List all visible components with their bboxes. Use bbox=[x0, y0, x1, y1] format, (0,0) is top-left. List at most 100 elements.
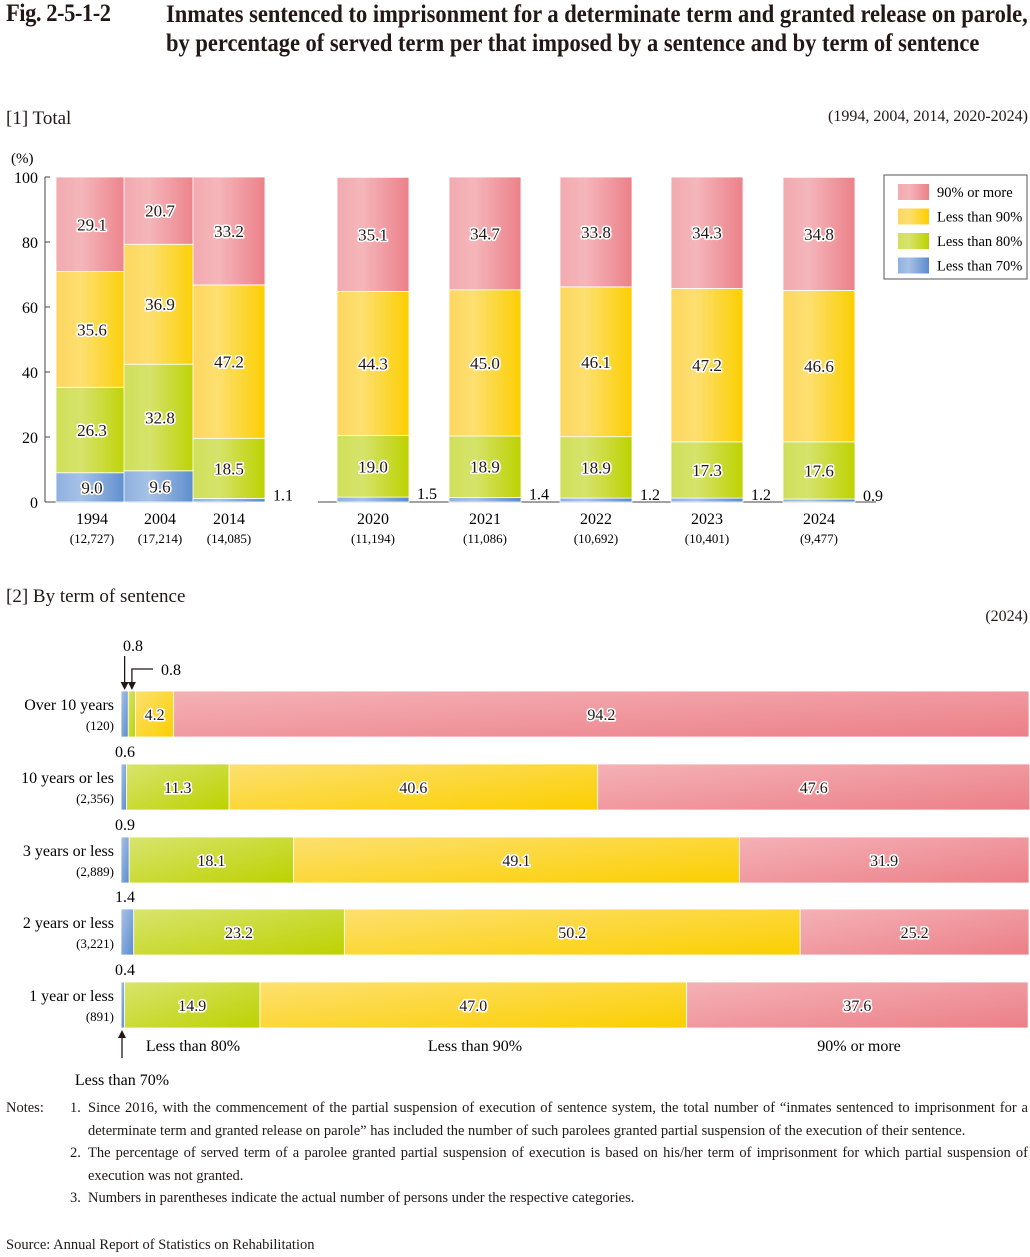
data-label-halo: 50.2 bbox=[558, 925, 586, 942]
x-tick-label: 2014 bbox=[213, 511, 245, 528]
notes: Notes: 1. Since 2016, with the commencem… bbox=[6, 1097, 1028, 1210]
data-label: 25.2 bbox=[901, 925, 929, 942]
bar-segment-2014-blue bbox=[192, 498, 266, 503]
bar-segment-2004-green bbox=[123, 363, 197, 472]
data-label: 9.0 bbox=[81, 478, 102, 497]
data-label-halo: 40.6 bbox=[399, 780, 427, 797]
data-label-halo: 32.8 bbox=[145, 409, 175, 428]
data-label: 31.9 bbox=[870, 853, 898, 870]
bar-segment-2023-blue bbox=[670, 497, 744, 503]
bar-segment-2022-yellow bbox=[559, 286, 633, 438]
data-label: 18.9 bbox=[581, 458, 611, 477]
category-count: (891) bbox=[86, 1009, 114, 1024]
data-label: 4.2 bbox=[145, 707, 165, 724]
bar-segment-2021-green bbox=[448, 435, 522, 498]
data-labels: 4.24.2 94.294.20.611.311.3 40.640.6 47.647.… bbox=[115, 705, 930, 1016]
data-label: 29.1 bbox=[77, 215, 107, 234]
data-label-halo: 49.1 bbox=[502, 853, 530, 870]
data-label-halo: 17.3 bbox=[692, 461, 722, 480]
x-tick-label: 2021 bbox=[469, 511, 501, 528]
bar-segment-2022-blue bbox=[559, 497, 633, 503]
bar-segment-2020-yellow bbox=[336, 290, 410, 436]
data-label-halo: 9.6 bbox=[149, 477, 170, 496]
data-label: 44.3 bbox=[358, 354, 388, 373]
bar-segment-green bbox=[128, 836, 294, 884]
data-label: 36.9 bbox=[145, 295, 175, 314]
data-label-halo: 47.0 bbox=[459, 998, 487, 1015]
data-label-halo: 18.9 bbox=[470, 458, 500, 477]
x-count-label: (11,086) bbox=[463, 531, 507, 546]
bar-segment-pink bbox=[173, 690, 1030, 738]
category-label: 3 years or less bbox=[23, 843, 114, 860]
data-label: 0.9 bbox=[863, 488, 883, 505]
bar-segment-2023-pink bbox=[670, 176, 744, 289]
bar-segment-2021-pink bbox=[448, 176, 522, 291]
bar-segment-green bbox=[126, 763, 230, 811]
bar-segment-2024-blue bbox=[782, 498, 856, 503]
data-label: 50.2 bbox=[558, 925, 586, 942]
callout-label-less-than-70: 0.8 bbox=[123, 638, 143, 655]
data-label: 0.6 bbox=[115, 744, 135, 761]
bar-segment-2004-yellow bbox=[123, 243, 197, 365]
y-tick-label: 20 bbox=[22, 430, 38, 447]
y-tick-label: 60 bbox=[22, 300, 38, 317]
data-label-halo: 46.1 bbox=[581, 353, 611, 372]
notes-lead: Notes: bbox=[6, 1100, 44, 1116]
data-label: 0.9 bbox=[115, 817, 135, 834]
bar-segment-2014-yellow bbox=[192, 284, 266, 439]
bar-segment-2023-green bbox=[670, 441, 744, 499]
bar-segment-2014-pink bbox=[192, 176, 266, 286]
data-label: 1.2 bbox=[751, 487, 771, 504]
y-tick-label: 100 bbox=[14, 170, 38, 187]
bar-segment-1994-pink bbox=[55, 176, 129, 272]
data-label-halo: 19.0 bbox=[358, 457, 388, 476]
note-number: 1. bbox=[70, 1100, 81, 1116]
bar-segment-2024-green bbox=[782, 441, 856, 500]
data-label: 34.7 bbox=[470, 224, 500, 243]
data-label-halo: 14.9 bbox=[178, 998, 206, 1015]
figure-title: Inmates sentenced to imprisonment for a … bbox=[166, 1, 1028, 57]
data-label-halo: 37.6 bbox=[843, 998, 871, 1015]
bar-segment-pink bbox=[799, 908, 1030, 956]
data-label-halo: 47.6 bbox=[800, 780, 828, 797]
legend-label: Less than 80% bbox=[937, 234, 1022, 250]
bar-segment-blue bbox=[120, 763, 127, 811]
data-label-halo: 33.8 bbox=[581, 223, 611, 242]
y-axis-unit: (%) bbox=[11, 151, 34, 167]
data-label: 94.2 bbox=[587, 707, 615, 724]
note-text: Since 2016, with the commencement of the… bbox=[88, 1100, 1028, 1139]
bar-segment-yellow bbox=[293, 836, 740, 884]
data-label: 40.6 bbox=[399, 780, 427, 797]
bar-segment-1994-green bbox=[55, 386, 129, 474]
data-label-halo: 44.3 bbox=[358, 354, 388, 373]
data-label: 33.8 bbox=[581, 223, 611, 242]
bars bbox=[120, 690, 1030, 1029]
section-1-title: [1] Total bbox=[6, 108, 72, 129]
x-count-label: (12,727) bbox=[70, 531, 114, 546]
data-label: 26.3 bbox=[77, 421, 107, 440]
bar-segment-yellow bbox=[259, 981, 688, 1029]
data-label-halo: 29.1 bbox=[77, 215, 107, 234]
data-label-halo: 33.2 bbox=[214, 222, 244, 241]
legend-swatch-blue bbox=[898, 257, 929, 274]
data-label: 47.2 bbox=[692, 356, 722, 375]
legend-label: Less than 90% bbox=[937, 210, 1022, 226]
x-count-label: (9,477) bbox=[800, 531, 838, 546]
data-label: 35.1 bbox=[358, 225, 388, 244]
category-label: 10 years or les bbox=[21, 770, 114, 787]
category-count: (120) bbox=[86, 718, 114, 733]
bar-segment-1994-yellow bbox=[55, 271, 129, 388]
data-label: 23.2 bbox=[225, 925, 253, 942]
data-label: 34.8 bbox=[804, 225, 834, 244]
section-2-title: [2] By term of sentence bbox=[6, 586, 186, 607]
category-count: (2,356) bbox=[76, 791, 114, 806]
data-label: 19.0 bbox=[358, 457, 388, 476]
data-label-halo: 94.2 bbox=[587, 707, 615, 724]
data-label: 47.2 bbox=[214, 353, 244, 372]
section-1-period: (1994, 2004, 2014, 2020-2024) bbox=[828, 108, 1028, 125]
data-label: 47.0 bbox=[459, 998, 487, 1015]
data-label-halo: 34.7 bbox=[470, 224, 500, 243]
legend-label: Less than 70% bbox=[937, 259, 1022, 275]
x-tick-label: 1994 bbox=[76, 511, 108, 528]
